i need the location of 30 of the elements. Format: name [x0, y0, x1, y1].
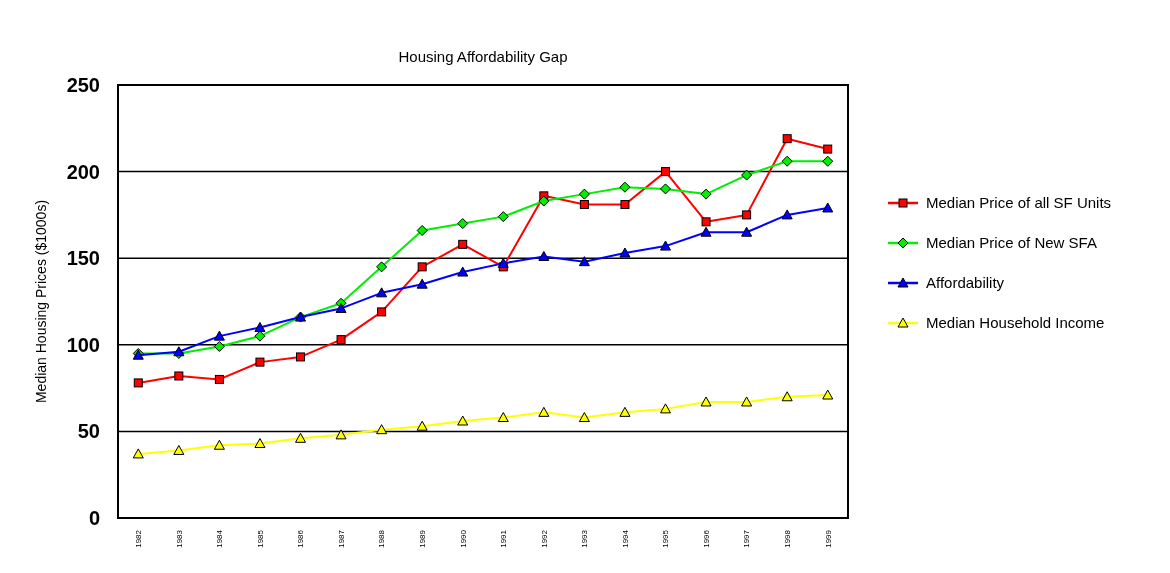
x-tick-label: 1992 — [539, 529, 549, 548]
x-tick-label: 1994 — [620, 529, 630, 548]
x-tick-label: 1987 — [336, 529, 346, 548]
x-tick-label: 1991 — [499, 529, 509, 548]
y-tick-label: 50 — [77, 420, 100, 443]
legend-label: Affordability — [926, 274, 1005, 292]
x-tick-label: 1983 — [174, 529, 184, 548]
x-tick-label: 1997 — [742, 529, 752, 548]
y-tick-label: 200 — [66, 160, 100, 183]
y-tick-label: 100 — [66, 333, 100, 356]
legend-label: Median Price of New SFA — [926, 234, 1097, 252]
y-tick-label: 150 — [66, 247, 100, 270]
x-tick-label: 1982 — [134, 529, 144, 548]
x-tick-label: 1995 — [661, 529, 671, 548]
chart-title: Housing Affordability Gap — [398, 48, 568, 65]
y-tick-label: 0 — [88, 507, 100, 529]
legend-label: Median Price of all SF Units — [926, 194, 1112, 212]
legend-label: Median Household Income — [926, 314, 1105, 332]
x-tick-label: 1988 — [377, 529, 387, 548]
y-axis-title: Median Housing Prices ($1000s) — [33, 199, 49, 404]
x-tick-label: 1993 — [580, 529, 590, 548]
x-tick-label: 1996 — [701, 529, 711, 548]
x-tick-label: 1990 — [458, 529, 468, 548]
x-tick-label: 1989 — [417, 529, 427, 548]
x-tick-label: 1986 — [296, 529, 306, 548]
x-tick-label: 1998 — [782, 529, 792, 548]
x-tick-label: 1999 — [823, 529, 833, 548]
x-tick-label: 1984 — [215, 529, 225, 548]
x-tick-label: 1985 — [255, 529, 265, 548]
y-tick-label: 250 — [66, 74, 100, 96]
